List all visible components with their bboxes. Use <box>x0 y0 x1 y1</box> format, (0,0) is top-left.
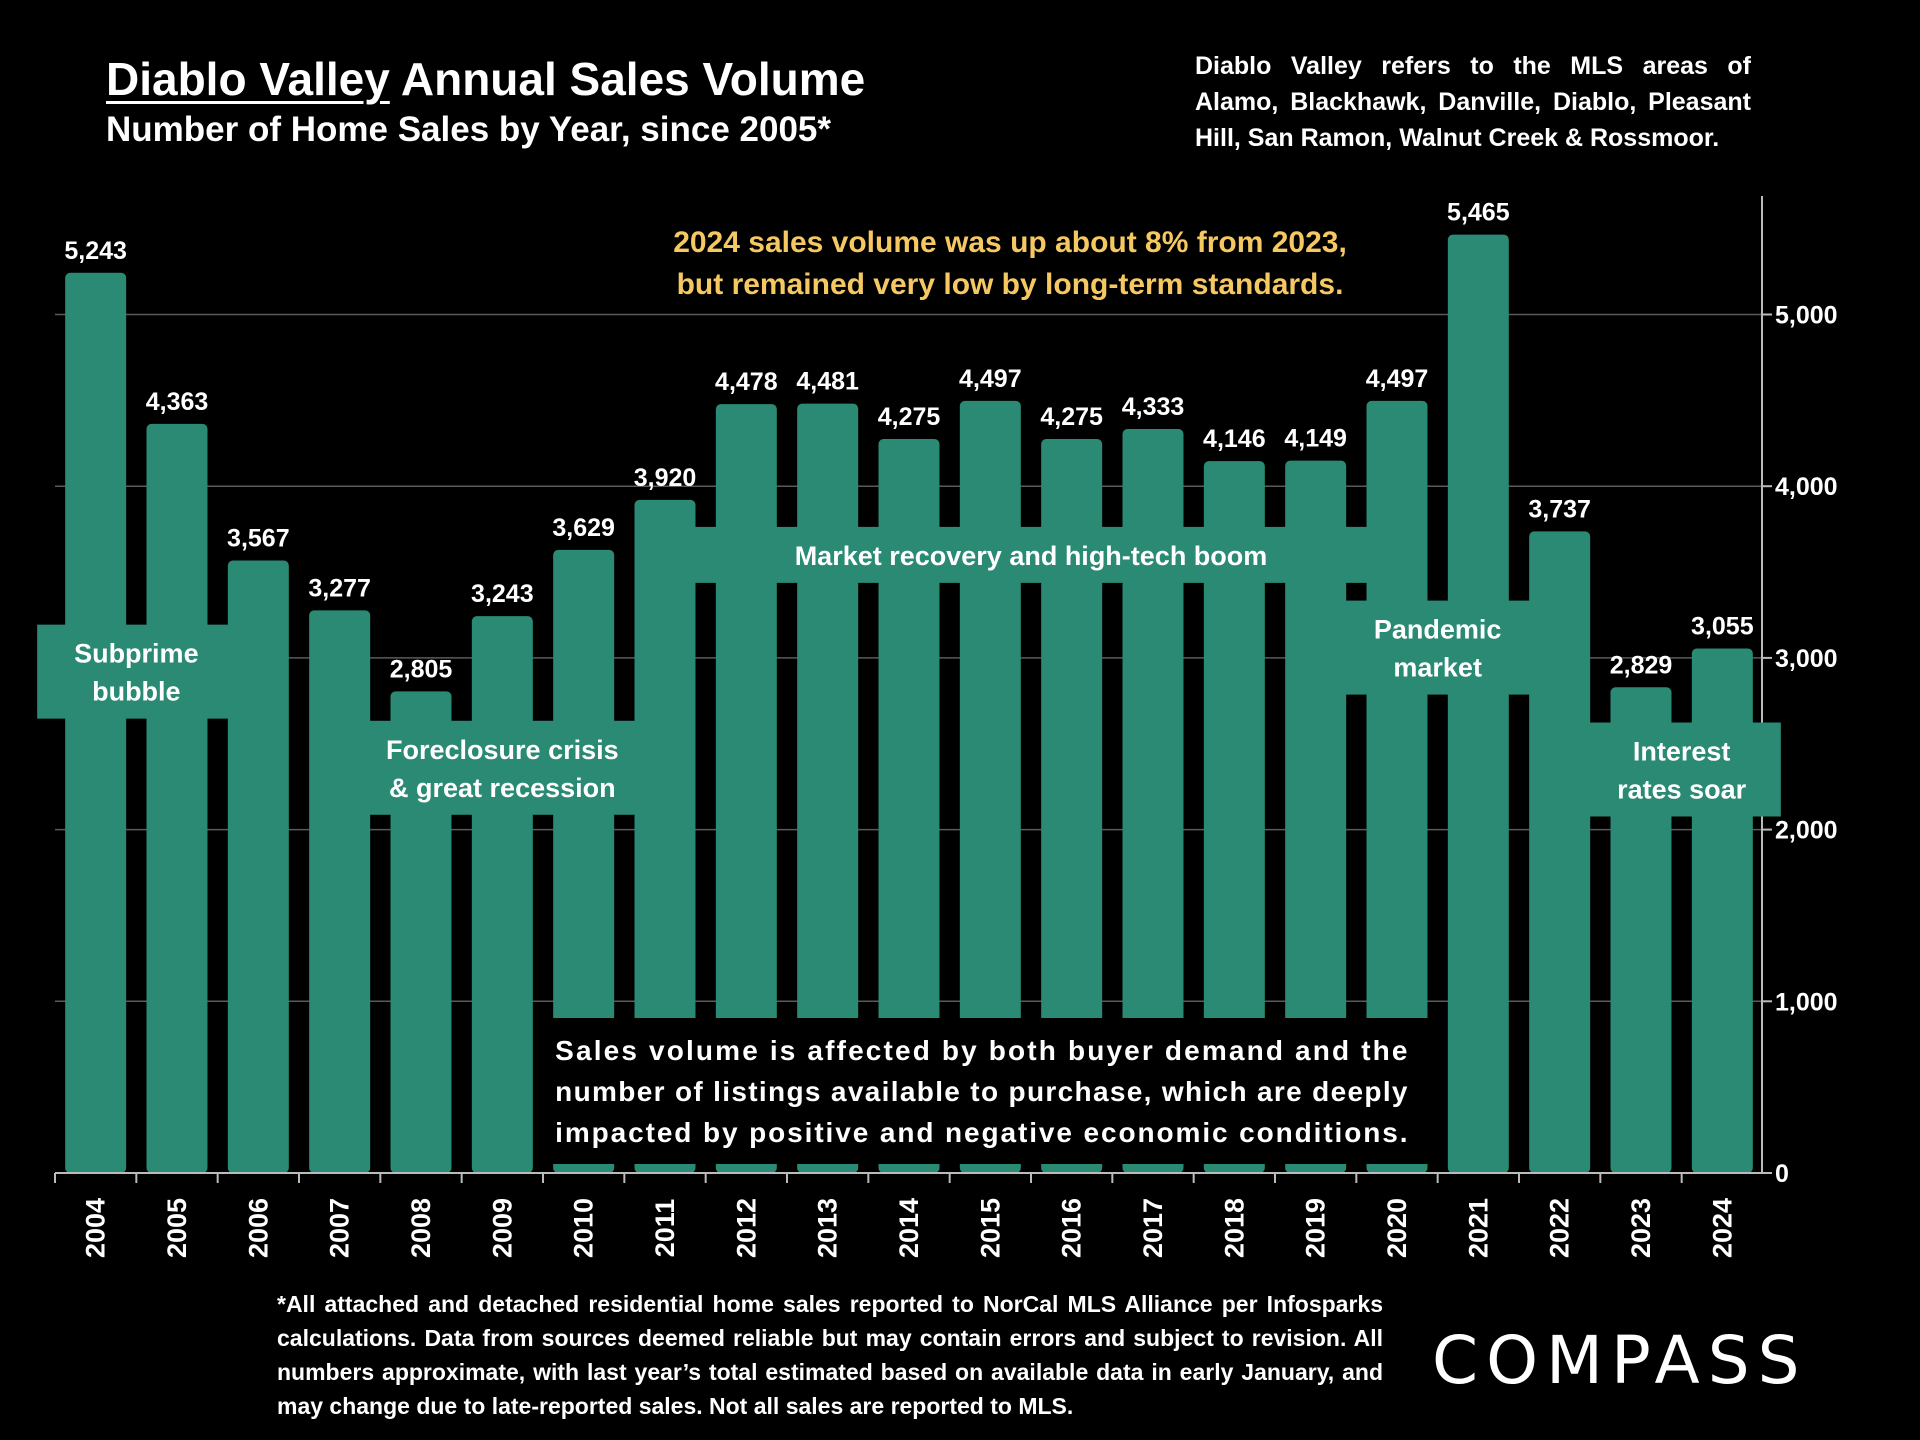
annotation-box <box>362 720 643 815</box>
annotation-text: market <box>1393 653 1482 683</box>
info-box-text: Sales volume is affected by both buyer d… <box>555 1035 1407 1066</box>
x-tick-label: 2006 <box>243 1198 273 1258</box>
footnote: *All attached and detached residential h… <box>277 1291 1383 1419</box>
data-label: 4,497 <box>1366 365 1429 393</box>
data-label: 4,497 <box>959 365 1022 393</box>
x-tick-label: 2011 <box>650 1199 680 1258</box>
bar <box>715 404 777 1173</box>
x-tick-label: 2022 <box>1545 1198 1575 1258</box>
data-label: 4,149 <box>1284 425 1347 453</box>
region-note: Diablo Valley refers to the MLS areas of… <box>1195 52 1751 152</box>
x-tick-label: 2008 <box>406 1198 436 1258</box>
title-region: Diablo Valley <box>106 53 390 105</box>
x-tick-label: 2014 <box>894 1198 924 1258</box>
bar <box>1529 531 1591 1173</box>
y-tick-label: 2,000 <box>1775 817 1838 845</box>
annotations: Subprime bubble Foreclosure crisis & great … <box>37 526 1781 1164</box>
x-tick-label: 2021 <box>1463 1198 1493 1258</box>
data-label: 4,363 <box>146 388 209 416</box>
x-axis: 2004 2005 2006 2007 2008 2009 2010 2011 2012 2013… <box>54 1172 1762 1258</box>
annotation-box <box>1582 722 1781 817</box>
annotation-box <box>37 624 236 719</box>
data-label: 3,629 <box>552 514 615 542</box>
data-label: 2,829 <box>1610 651 1673 679</box>
data-label: 4,275 <box>1040 403 1103 431</box>
bar <box>227 560 289 1173</box>
y-tick-label: 0 <box>1775 1160 1789 1188</box>
y-axis: 0 1,000 2,000 3,000 4,000 5,000 <box>1761 196 1838 1188</box>
y-tick-label: 3,000 <box>1775 645 1838 673</box>
bar <box>1203 461 1265 1173</box>
bar <box>553 549 615 1173</box>
info-box-text: impacted by positive and negative econom… <box>555 1117 1407 1148</box>
annotation-text: Pandemic <box>1374 615 1502 645</box>
title-rest: Annual Sales Volume <box>389 53 866 105</box>
bar <box>1447 234 1509 1174</box>
chart-subtitle: Number of Home Sales by Year, since 2005… <box>106 110 832 149</box>
bar <box>959 400 1021 1173</box>
bar <box>1285 460 1347 1173</box>
annotation-text: Subprime <box>74 639 199 669</box>
data-label: 2,805 <box>390 655 453 683</box>
data-label: 3,920 <box>634 464 697 492</box>
chart-title: Diablo Valley Annual Sales Volume <box>106 52 865 106</box>
bar <box>471 616 533 1173</box>
data-label: 4,333 <box>1122 393 1185 421</box>
data-label: 3,737 <box>1528 495 1591 523</box>
x-tick-label: 2009 <box>487 1198 517 1258</box>
x-tick-label: 2004 <box>81 1198 111 1258</box>
annotation-text: rates soar <box>1617 775 1747 805</box>
annotation-text: Interest <box>1633 737 1731 767</box>
data-labels: 5,243 4,363 3,567 3,277 2,805 3,243 3,629 3,920… <box>64 199 1753 684</box>
data-label: 4,478 <box>715 368 778 396</box>
y-tick-label: 4,000 <box>1775 473 1838 501</box>
annotation-box <box>687 526 1375 583</box>
x-tick-label: 2005 <box>162 1198 192 1258</box>
data-label: 5,243 <box>64 237 127 265</box>
annotation-text: & great recession <box>389 773 616 803</box>
data-label: 4,275 <box>878 403 941 431</box>
x-tick-label: 2015 <box>975 1198 1005 1258</box>
x-tick-label: 2017 <box>1138 1198 1168 1258</box>
info-box-text: number of listings available to purchase… <box>555 1076 1408 1107</box>
bar <box>1366 400 1428 1173</box>
callout-note: 2024 sales volume was up about 8% from 2… <box>600 222 1420 306</box>
data-label: 3,243 <box>471 580 534 608</box>
data-label: 3,055 <box>1691 612 1754 640</box>
bar <box>797 403 859 1173</box>
callout-line-1: 2024 sales volume was up about 8% from 2… <box>673 226 1347 259</box>
data-label: 3,567 <box>227 525 290 553</box>
callout-line-2: but remained very low by long-term stand… <box>676 268 1344 301</box>
x-tick-label: 2012 <box>731 1198 761 1258</box>
bar <box>146 423 208 1173</box>
x-tick-label: 2013 <box>813 1198 843 1258</box>
data-label: 5,465 <box>1447 199 1510 227</box>
x-tick-label: 2007 <box>325 1198 355 1258</box>
x-tick-label: 2019 <box>1301 1198 1331 1258</box>
bar <box>1041 438 1103 1173</box>
annotation-text: bubble <box>92 677 181 707</box>
bar <box>878 438 940 1173</box>
bar <box>634 499 696 1173</box>
compass-logo: COMPASS <box>1432 1322 1808 1399</box>
bar <box>65 272 127 1174</box>
x-tick-label: 2018 <box>1219 1198 1249 1258</box>
x-tick-label: 2023 <box>1626 1198 1656 1258</box>
annotation-text: Foreclosure crisis <box>386 735 619 765</box>
bar <box>309 610 371 1173</box>
data-label: 3,277 <box>308 574 371 602</box>
x-tick-label: 2024 <box>1707 1198 1737 1258</box>
x-tick-label: 2010 <box>569 1198 599 1258</box>
bar <box>1122 429 1184 1173</box>
y-tick-label: 1,000 <box>1775 988 1838 1016</box>
y-tick-label: 5,000 <box>1775 302 1838 330</box>
annotation-text: Market recovery and high-tech boom <box>795 541 1268 571</box>
x-tick-label: 2020 <box>1382 1198 1412 1258</box>
annotation-box <box>1338 600 1537 695</box>
data-label: 4,481 <box>796 368 859 396</box>
data-label: 4,146 <box>1203 425 1266 453</box>
info-box <box>533 1018 1430 1164</box>
x-tick-label: 2016 <box>1057 1198 1087 1258</box>
